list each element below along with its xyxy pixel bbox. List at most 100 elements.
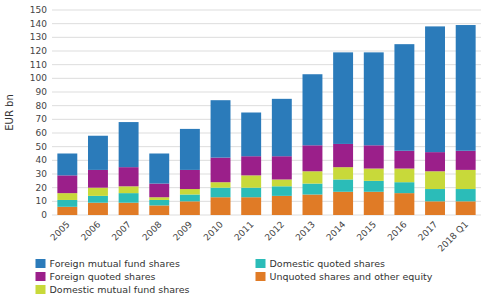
bar-segment (272, 196, 292, 215)
bar-segment (364, 52, 384, 145)
y-tick-label: 70 (36, 114, 48, 124)
x-tick-label: 2006 (79, 219, 102, 242)
bar-segment (394, 151, 414, 169)
bar-segment (333, 52, 353, 144)
grid-line (52, 119, 481, 120)
x-tick-label: 2010 (202, 219, 225, 242)
bar-segment (119, 203, 139, 215)
bar-segment (425, 171, 445, 189)
bar-segment (272, 186, 292, 196)
legend-label: Foreign mutual fund shares (50, 258, 180, 269)
x-tick-label: 2009 (171, 219, 194, 242)
bar-segment (364, 192, 384, 215)
bar-segment (272, 179, 292, 186)
bar-segment (57, 175, 77, 193)
y-tick-label: 40 (36, 155, 48, 165)
grid-line (52, 146, 481, 147)
y-axis-label: EUR bn (4, 94, 15, 130)
bar-segment (303, 145, 323, 171)
bar-segment (180, 129, 200, 170)
bar-segment (364, 169, 384, 181)
bar-segment (57, 200, 77, 207)
bar-segment (57, 154, 77, 176)
bar-segment (364, 181, 384, 192)
bar-segment (149, 197, 169, 200)
grid-line (52, 78, 481, 79)
bar-segment (456, 201, 476, 215)
bar-segment (364, 145, 384, 168)
bar-segment (149, 154, 169, 184)
bar-segment (211, 197, 231, 215)
bar-segment (180, 170, 200, 189)
grid-line (52, 23, 481, 24)
bar-segment (119, 122, 139, 167)
grid-line (52, 160, 481, 161)
x-tick-label: 2014 (324, 219, 347, 242)
y-tick-label: 10 (36, 196, 48, 206)
x-tick-label: 2016 (386, 219, 409, 242)
bar-segment (211, 182, 231, 187)
y-tick-label: 110 (30, 60, 47, 70)
bar-segment (333, 144, 353, 167)
bar-segment (303, 184, 323, 195)
bar-segment (425, 189, 445, 201)
bar-segment (425, 152, 445, 171)
bar-segment (180, 189, 200, 194)
bar-segment (333, 192, 353, 215)
bar-segment (241, 175, 261, 187)
y-tick-label: 0 (41, 210, 47, 220)
grid-line (52, 215, 481, 216)
legend-swatch (36, 272, 46, 281)
bar-segment (88, 196, 108, 203)
y-tick-label: 30 (36, 169, 48, 179)
x-tick-label: 2011 (232, 219, 255, 242)
legend-label: Domestic mutual fund shares (50, 284, 190, 295)
bar-segment (303, 195, 323, 216)
y-tick-label: 60 (36, 128, 48, 138)
legend-swatch (36, 259, 46, 268)
y-tick-label: 130 (30, 32, 47, 42)
x-tick-label: 2013 (294, 219, 317, 242)
bar-segment (333, 179, 353, 191)
legend-label: Domestic quoted shares (270, 258, 386, 269)
bar-segment (149, 184, 169, 198)
bars (57, 25, 475, 215)
grid-line (52, 64, 481, 65)
legend-label: Unquoted shares and other equity (270, 271, 433, 282)
bar-segment (88, 188, 108, 196)
grid-line (52, 51, 481, 52)
y-tick-label: 80 (36, 101, 48, 111)
x-tick-label: 2005 (48, 219, 71, 242)
grid-line (52, 10, 481, 11)
bar-segment (425, 201, 445, 215)
bar-segment (241, 113, 261, 157)
bar-segment (456, 170, 476, 189)
grid-line (52, 187, 481, 188)
bar-segment (241, 197, 261, 215)
bar-segment (149, 200, 169, 205)
y-tick-label: 90 (36, 87, 48, 97)
legend-swatch (36, 285, 46, 294)
bar-segment (88, 170, 108, 188)
bar-segment (272, 156, 292, 179)
bar-segment (57, 207, 77, 215)
bar-segment (456, 151, 476, 170)
grid-line (52, 174, 481, 175)
y-tick-label: 50 (36, 142, 48, 152)
bar-segment (149, 205, 169, 215)
bar-segment (88, 136, 108, 170)
x-tick-label: 2015 (355, 219, 378, 242)
bar-segment (303, 171, 323, 183)
grid-line (52, 37, 481, 38)
bar-segment (180, 201, 200, 215)
grid-line (52, 133, 481, 134)
bar-segment (394, 44, 414, 151)
bar-segment (241, 188, 261, 198)
bar-segment (119, 193, 139, 203)
bar-segment (88, 203, 108, 215)
bar-segment (180, 195, 200, 202)
y-tick-label: 20 (36, 183, 48, 193)
bar-segment (211, 158, 231, 183)
y-tick-label: 120 (30, 46, 47, 56)
grid-line (52, 92, 481, 93)
